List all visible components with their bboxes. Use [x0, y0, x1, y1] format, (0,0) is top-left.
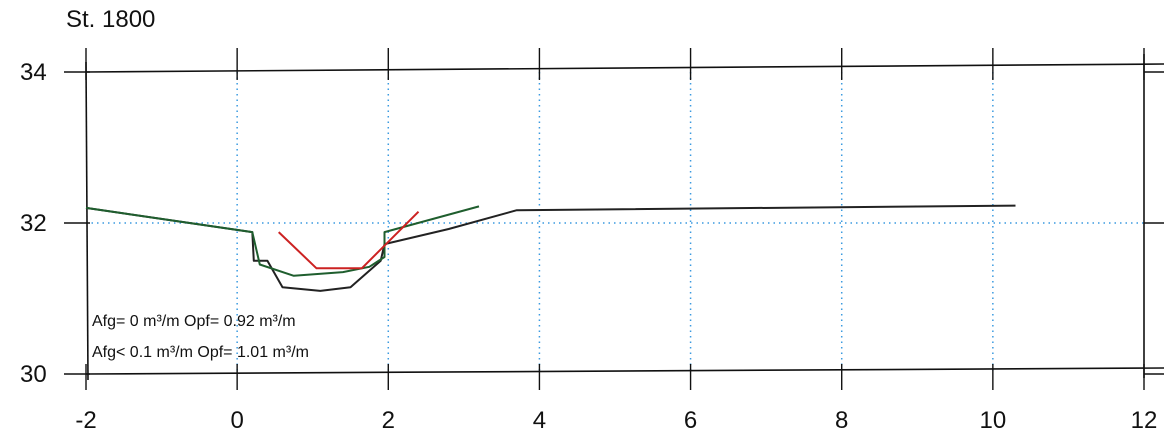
x-tick-label: 6 — [684, 407, 697, 434]
series-line-3 — [278, 210, 420, 270]
left-border — [85, 61, 89, 381]
x-tick-label: 8 — [835, 407, 848, 434]
x-tick-label: 0 — [230, 407, 243, 434]
chart-title: St. 1800 — [66, 6, 156, 33]
x-tick-label: 12 — [1131, 407, 1158, 434]
y-tick-label: 30 — [20, 361, 47, 388]
x-tick-label: 10 — [980, 407, 1007, 434]
x-tick-label: 2 — [382, 407, 395, 434]
x-tick-label: 4 — [533, 407, 546, 434]
y-tick-label: 32 — [20, 210, 47, 237]
y-tick-label: 34 — [20, 59, 47, 86]
volume-annotation-1: Afg= 0 m³/m Opf= 0.92 m³/m — [92, 313, 296, 330]
series-line-1 — [85, 204, 1016, 292]
volume-annotation-2: Afg< 0.1 m³/m Opf= 1.01 m³/m — [92, 344, 309, 361]
series-line-2 — [85, 205, 480, 277]
top-border — [85, 63, 1165, 73]
bottom-border — [85, 367, 1165, 375]
x-tick-label: -2 — [75, 407, 96, 434]
